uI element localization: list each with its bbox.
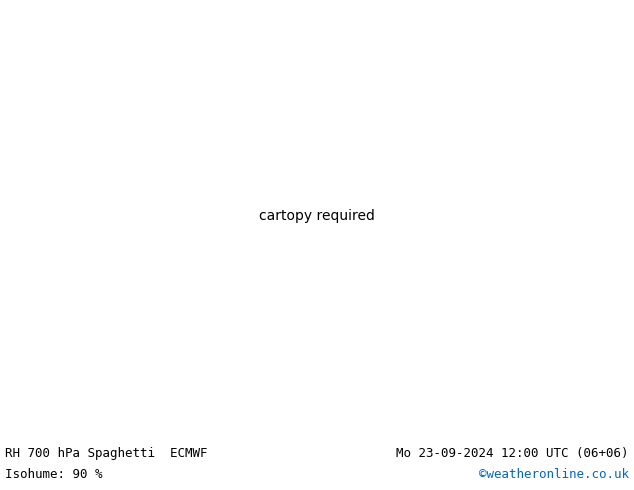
Text: cartopy required: cartopy required (259, 209, 375, 223)
Text: RH 700 hPa Spaghetti  ECMWF: RH 700 hPa Spaghetti ECMWF (5, 447, 207, 460)
Text: Isohume: 90 %: Isohume: 90 % (5, 468, 103, 481)
Text: Mo 23-09-2024 12:00 UTC (06+06): Mo 23-09-2024 12:00 UTC (06+06) (396, 447, 629, 460)
Text: ©weatheronline.co.uk: ©weatheronline.co.uk (479, 468, 629, 481)
